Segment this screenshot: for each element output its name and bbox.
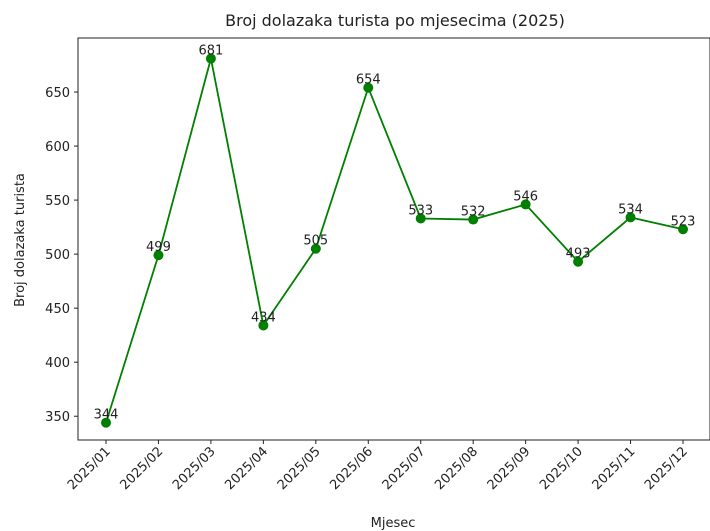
y-tick-label: 400 xyxy=(45,356,70,371)
x-tick-label: 2025/08 xyxy=(432,444,481,493)
data-label: 499 xyxy=(146,240,171,255)
y-tick-label: 500 xyxy=(45,248,70,263)
marker xyxy=(363,82,374,93)
data-label: 344 xyxy=(94,408,119,423)
marker xyxy=(205,53,216,64)
x-tick-label: 2025/07 xyxy=(380,444,429,493)
marker xyxy=(468,214,479,225)
x-tick-label: 2025/05 xyxy=(275,444,324,493)
line xyxy=(105,58,684,423)
marker xyxy=(415,213,426,224)
marker xyxy=(520,199,531,210)
data-label: 533 xyxy=(408,203,433,218)
data-label: 434 xyxy=(251,310,276,325)
plot-frame xyxy=(77,37,710,441)
marker xyxy=(101,417,111,428)
data-label: 505 xyxy=(303,234,328,249)
marker xyxy=(310,243,321,254)
x-tick-label: 2025/04 xyxy=(222,444,271,493)
y-tick-label: 650 xyxy=(45,86,70,101)
x-tick-label: 2025/01 xyxy=(65,444,114,493)
marker xyxy=(573,256,584,267)
x-tick-label: 2025/09 xyxy=(485,444,534,493)
x-tick-label: 2025/10 xyxy=(537,444,586,493)
y-tick-label: 450 xyxy=(45,302,70,317)
x-axis-label: Mjesec xyxy=(371,516,416,531)
x-tick-label: 2025/06 xyxy=(327,444,376,493)
y-tick-label: 350 xyxy=(45,410,70,425)
x-tick-label: 2025/11 xyxy=(590,444,639,493)
data-label: 546 xyxy=(513,189,538,204)
y-tick-label: 550 xyxy=(45,194,70,209)
marker xyxy=(153,250,164,261)
marker xyxy=(258,320,269,331)
data-label: 493 xyxy=(566,247,591,262)
x-tick-label: 2025/02 xyxy=(117,444,166,493)
marker xyxy=(625,212,636,223)
x-tick-label: 2025/12 xyxy=(642,444,691,493)
marker xyxy=(678,224,688,235)
data-label: 654 xyxy=(356,73,381,88)
chart-title: Broj dolazaka turista po mjesecima (2025… xyxy=(225,11,565,30)
x-tick-label: 2025/03 xyxy=(170,444,219,493)
data-label: 532 xyxy=(461,205,486,220)
data-label: 523 xyxy=(671,214,696,229)
data-label: 681 xyxy=(198,44,223,59)
y-axis-label: Broj dolazaka turista xyxy=(13,173,28,307)
y-tick-label: 600 xyxy=(45,140,70,155)
data-label: 534 xyxy=(618,202,643,217)
